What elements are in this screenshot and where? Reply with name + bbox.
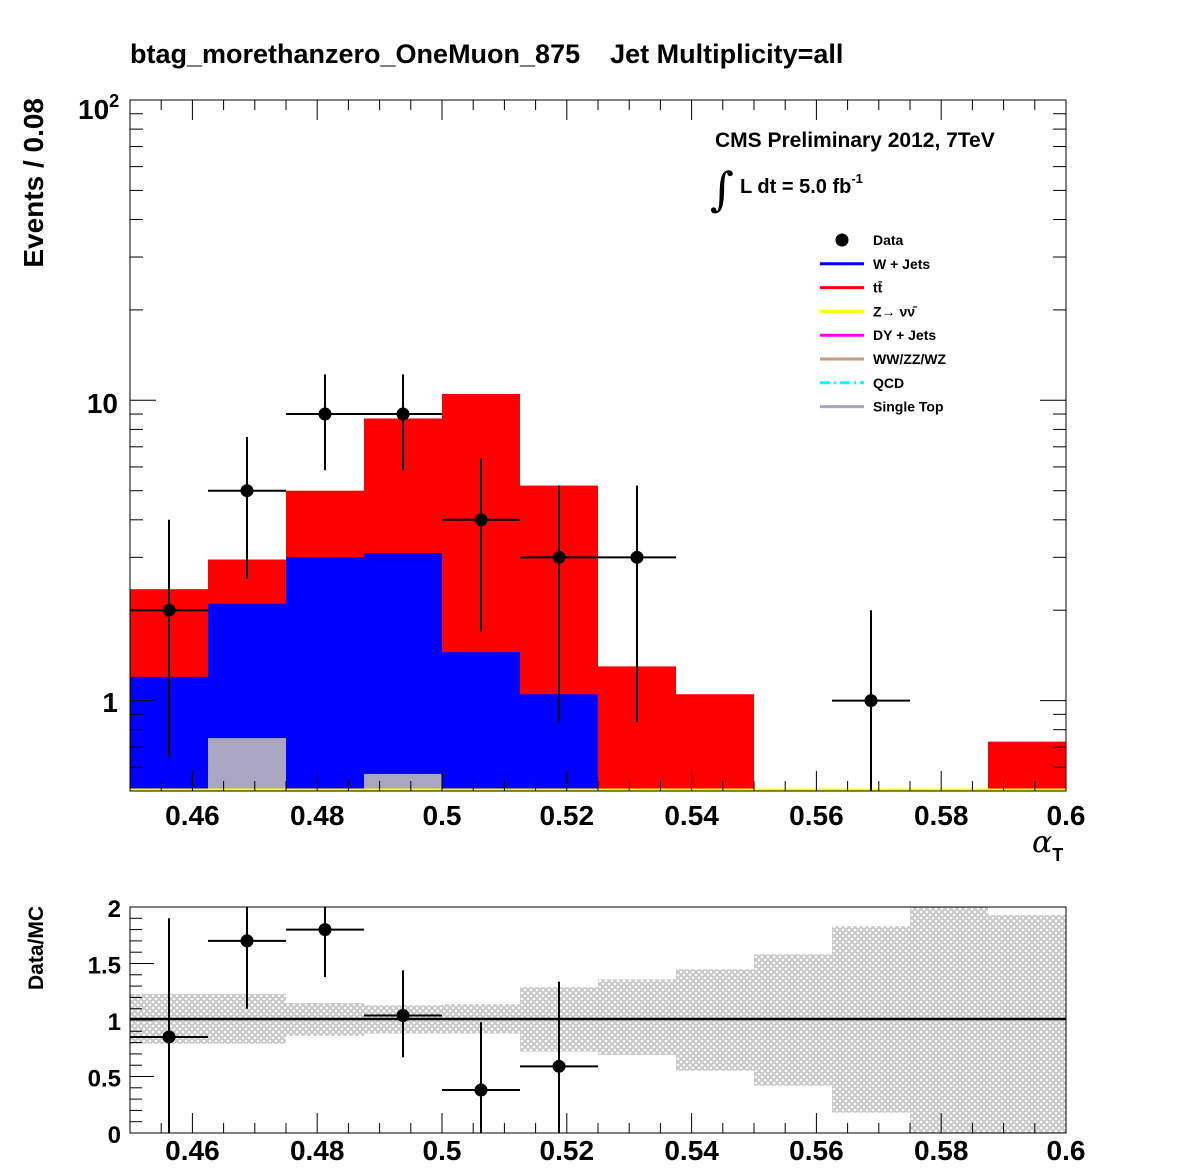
- legend-data-marker: [835, 233, 849, 247]
- x-tick-label: 0.52: [540, 800, 595, 831]
- ratio-y-tick-labels: 0 0.5 1 1.5 2: [88, 896, 121, 1149]
- legend-label: Single Top: [873, 399, 944, 415]
- ratio-x-tick-label: 0.56: [789, 1135, 844, 1166]
- x-tick-label: 0.5: [423, 800, 462, 831]
- ratio-point: [396, 1008, 410, 1022]
- w-jets-bar: [442, 652, 520, 791]
- ratio-y-tick-label: 1: [108, 1009, 121, 1036]
- ratio-panel: 0 0.5 1 1.5 2 0.46 0.48 0.5 0.52 0.54 0.56 0.58 0.6…: [25, 896, 1085, 1166]
- ratio-x-tick-label: 0.52: [540, 1135, 595, 1166]
- lumi-label: L dt = 5.0 fb-1: [740, 171, 863, 198]
- y-tick-label-1: 1: [102, 687, 118, 718]
- ratio-point: [318, 923, 332, 937]
- ratio-point: [552, 1059, 566, 1073]
- stacked-histogram: [130, 393, 1066, 792]
- ratio-x-tick-label: 0.48: [290, 1135, 345, 1166]
- legend-label: Z→ νν̄: [873, 303, 918, 319]
- ratio-x-tick-label: 0.54: [664, 1135, 719, 1166]
- data-point: [864, 694, 878, 708]
- legend-label: Data: [873, 232, 904, 248]
- data-point: [552, 550, 566, 564]
- x-tick-label: 0.48: [290, 800, 345, 831]
- x-axis-title: αT: [1032, 825, 1063, 865]
- x-tick-label: 0.6: [1047, 800, 1086, 831]
- ratio-y-tick-label: 0.5: [88, 1066, 121, 1093]
- legend-label: W + Jets: [873, 256, 930, 272]
- chart-title: btag_morethanzero_OneMuon_875 Jet Multip…: [130, 39, 843, 69]
- y-tick-label-10: 10: [87, 388, 118, 419]
- main-plot-frame: [129, 99, 1067, 792]
- x-tick-label: 0.54: [664, 800, 719, 831]
- data-point: [474, 513, 488, 527]
- ratio-points: [130, 907, 598, 1133]
- w-jets-bar: [364, 553, 442, 791]
- ratio-y-axis-title: Data/MC: [25, 906, 48, 990]
- ratio-x-tick-label: 0.58: [914, 1135, 969, 1166]
- cms-label: CMS Preliminary 2012, 7TeV: [715, 129, 995, 152]
- data-point: [162, 603, 176, 617]
- ratio-point: [240, 934, 254, 948]
- legend: Data W + Jets tt̄ Z→ νν̄ DY + Jets WW/ZZ/WZ QC…: [820, 232, 947, 415]
- w-jets-bar: [286, 557, 364, 791]
- ratio-point: [474, 1083, 488, 1097]
- x-tick-label: 0.56: [789, 800, 844, 831]
- ratio-band-bin: [988, 914, 1066, 1133]
- legend-label: tt̄: [873, 279, 883, 295]
- ratio-band-bin: [598, 979, 676, 1056]
- ratio-x-tick-label: 0.46: [165, 1135, 220, 1166]
- y-axis-title: Events / 0.08: [18, 98, 49, 268]
- ratio-point: [162, 1030, 176, 1044]
- ttbar-bar: [676, 694, 754, 791]
- x-tick-label: 0.46: [165, 800, 220, 831]
- integral-symbol: ∫: [710, 162, 734, 216]
- data-points: [130, 374, 910, 791]
- ratio-x-tick-label: 0.6: [1047, 1135, 1086, 1166]
- legend-label: QCD: [873, 375, 904, 391]
- data-point: [318, 407, 332, 421]
- ratio-y-tick-label: 0: [108, 1122, 121, 1149]
- main-x-tick-labels: 0.46 0.48 0.5 0.52 0.54 0.56 0.58 0.6: [165, 800, 1085, 831]
- data-point: [240, 484, 254, 498]
- ratio-x-tick-labels: 0.46 0.48 0.5 0.52 0.54 0.56 0.58 0.6: [165, 1135, 1085, 1166]
- single-top-bar: [364, 773, 442, 791]
- single-top-bar: [208, 738, 286, 791]
- data-point: [396, 407, 410, 421]
- ratio-x-tick-label: 0.5: [423, 1135, 462, 1166]
- main-panel: 102 10 1 0.46 0.48 0.5 0.52 0.54 0.56 0.58 0.6 …: [18, 91, 1085, 865]
- legend-label: DY + Jets: [873, 327, 936, 343]
- ratio-y-tick-label: 1.5: [88, 953, 121, 980]
- ratio-plot-frame: [129, 906, 1067, 1134]
- ttbar-bar: [988, 741, 1066, 791]
- legend-label: WW/ZZ/WZ: [873, 351, 947, 367]
- data-point: [630, 550, 644, 564]
- x-tick-label: 0.58: [914, 800, 969, 831]
- y-tick-label-100: 102: [78, 91, 119, 125]
- ratio-y-tick-label: 2: [108, 896, 121, 923]
